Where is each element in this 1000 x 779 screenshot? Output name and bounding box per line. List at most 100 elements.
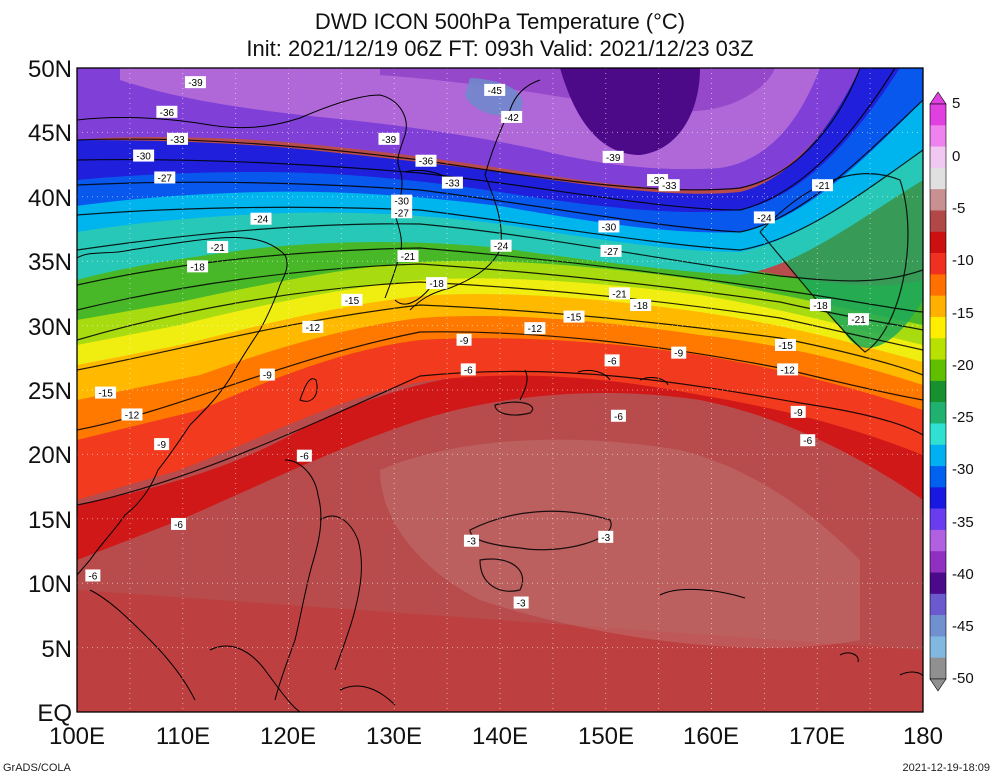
contour-label-text: -30	[650, 176, 665, 187]
contour-label: -21	[812, 179, 834, 192]
colorbar-label-minus-15: -15	[952, 305, 974, 322]
lat-tick-35n: 35N	[28, 249, 72, 276]
lon-tick-100e: 100E	[49, 723, 105, 750]
contour-label-box	[600, 244, 622, 257]
colorbar-swatch	[930, 593, 946, 616]
contour-label-text: -15	[567, 313, 582, 324]
contour-label-box	[156, 105, 178, 118]
contour-label-text: -18	[190, 262, 205, 273]
coastlines	[77, 79, 923, 712]
contour-label-box	[460, 363, 476, 376]
contour-label-text: -9	[263, 371, 272, 382]
contour-label: -6	[171, 517, 187, 531]
lat-tick-15n: 15N	[28, 507, 72, 534]
contour-label-box	[658, 179, 680, 192]
lat-tick-50n: 50N	[28, 56, 72, 83]
lon-tick-170e: 170E	[789, 723, 845, 750]
colorbar-label-minus-20: -20	[952, 357, 974, 374]
colorbar-lower-arrow	[929, 678, 947, 692]
contour-label-box	[391, 206, 413, 219]
colorbar-swatch	[930, 146, 946, 169]
contour-label: -21	[207, 241, 229, 254]
contour-label-box	[484, 83, 506, 96]
map-gridlines	[77, 68, 923, 712]
colorbar-swatch	[930, 295, 946, 318]
contour-label-box	[671, 346, 687, 359]
colorbar-swatch	[930, 125, 946, 147]
colorbar-swatch	[930, 210, 946, 233]
contour-label-text: -24	[494, 242, 509, 253]
contour-label-box	[630, 298, 652, 311]
contour-label-text: -3	[467, 537, 476, 548]
contour-label: -24	[753, 211, 775, 224]
contour-label-text: -18	[813, 301, 828, 312]
contour-label: -39	[378, 132, 400, 146]
contour-label: -12	[777, 363, 799, 376]
contour-label-text: -15	[345, 296, 360, 307]
contour-label-box	[524, 322, 546, 335]
contour-label-text: -6	[608, 356, 617, 367]
contour-label: -21	[397, 250, 419, 263]
lon-tick-140e: 140E	[472, 723, 528, 750]
colorbar-swatch	[930, 529, 946, 552]
colorbar-label-minus-45: -45	[952, 618, 974, 635]
map-frame	[76, 67, 924, 713]
contour-label: -33	[166, 132, 188, 146]
lat-tick-25n: 25N	[28, 378, 72, 405]
contour-label-text: -39	[188, 78, 203, 89]
colorbar-label-minus-40: -40	[952, 566, 974, 583]
contour-label: -21	[847, 313, 869, 326]
contour-label-box	[598, 220, 620, 233]
contour-label: -6	[460, 363, 476, 376]
contour-label-box	[809, 298, 831, 311]
contour-label: -6	[604, 354, 620, 367]
lon-tick-130e: 130E	[366, 723, 422, 750]
colorbar-label-minus-25: -25	[952, 409, 974, 426]
colorbar-swatch	[930, 508, 946, 531]
contour-label: -30	[598, 220, 620, 233]
contour-label: -24	[250, 212, 272, 226]
contour-label-text: -36	[160, 108, 175, 119]
colorbar-label-minus-10: -10	[952, 252, 974, 269]
contour-label-text: -27	[604, 247, 619, 258]
contour-label-text: -30	[602, 222, 617, 233]
contour-label-box	[171, 517, 187, 530]
contour-label-box	[790, 405, 806, 418]
contour-label: -27	[154, 171, 176, 184]
contour-label: -39	[184, 76, 206, 89]
contour-label: -12	[302, 320, 324, 334]
colorbar-label-5: 5	[952, 95, 960, 112]
colorbar-swatch	[930, 316, 946, 339]
contour-label-box	[441, 176, 463, 189]
contour-label-box	[847, 313, 869, 326]
contour-label-box	[777, 363, 799, 376]
contour-label-text: -6	[614, 412, 623, 423]
colorbar-label-0: 0	[952, 148, 960, 165]
colorbar-swatch	[930, 636, 946, 659]
contour-label-text: -6	[300, 452, 309, 463]
contour-label-text: -27	[394, 208, 409, 219]
contour-label: -45	[484, 83, 506, 97]
lon-tick-110e: 110E	[156, 723, 210, 750]
colorbar-swatch	[930, 189, 946, 211]
colorbar-swatch	[930, 402, 946, 424]
contour-label-box	[154, 171, 176, 184]
contour-label-box	[604, 354, 620, 367]
contour-label-text: -6	[464, 365, 473, 376]
contour-label-text: -30	[394, 197, 409, 208]
contour-label-text: -12	[306, 323, 321, 334]
lat-tick-30n: 30N	[28, 314, 72, 341]
contour-label-box	[753, 211, 775, 224]
contour-label: -9	[456, 333, 472, 347]
lat-tick-10n: 10N	[28, 571, 72, 598]
contour-label: -15	[95, 386, 117, 400]
colorbar-label-minus-30: -30	[952, 461, 974, 478]
contour-label-box	[154, 438, 170, 451]
contour-label: -9	[154, 438, 170, 451]
contour-label-box	[563, 310, 585, 323]
colorbar-swatch	[930, 104, 946, 126]
contour-label-text: -12	[780, 365, 795, 376]
colorbar-label-minus-35: -35	[952, 514, 974, 531]
lon-tick-120e: 120E	[260, 723, 316, 750]
